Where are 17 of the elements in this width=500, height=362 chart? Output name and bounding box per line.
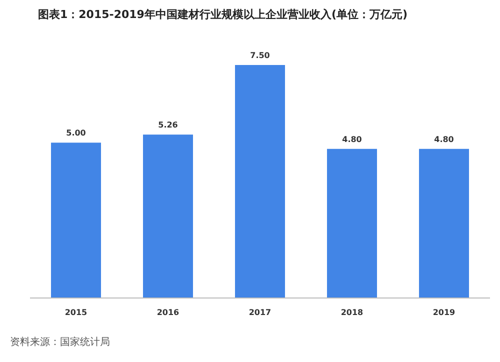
bar xyxy=(51,142,101,298)
text: 资料来源：国家统计局 xyxy=(10,336,110,348)
data-label: 7.50 xyxy=(250,51,270,60)
data-label: 5.00 xyxy=(66,128,86,138)
bar xyxy=(327,148,377,298)
chart-title: 图表1：2015-2019年中国建材行业规模以上企业营业收入(单位：万亿元) xyxy=(38,8,408,21)
bar xyxy=(143,134,193,298)
data-label: 4.80 xyxy=(434,134,454,144)
bar xyxy=(235,65,285,298)
x-tick-label: 2019 xyxy=(432,308,456,317)
bar xyxy=(419,148,469,298)
x-tick-label: 2015 xyxy=(64,308,88,317)
x-tick-label: 2018 xyxy=(340,308,364,317)
data-label: 5.26 xyxy=(158,120,178,130)
data-label: 4.80 xyxy=(342,134,362,144)
x-tick-label: 2017 xyxy=(248,308,272,317)
x-tick-label: 2016 xyxy=(156,308,180,317)
